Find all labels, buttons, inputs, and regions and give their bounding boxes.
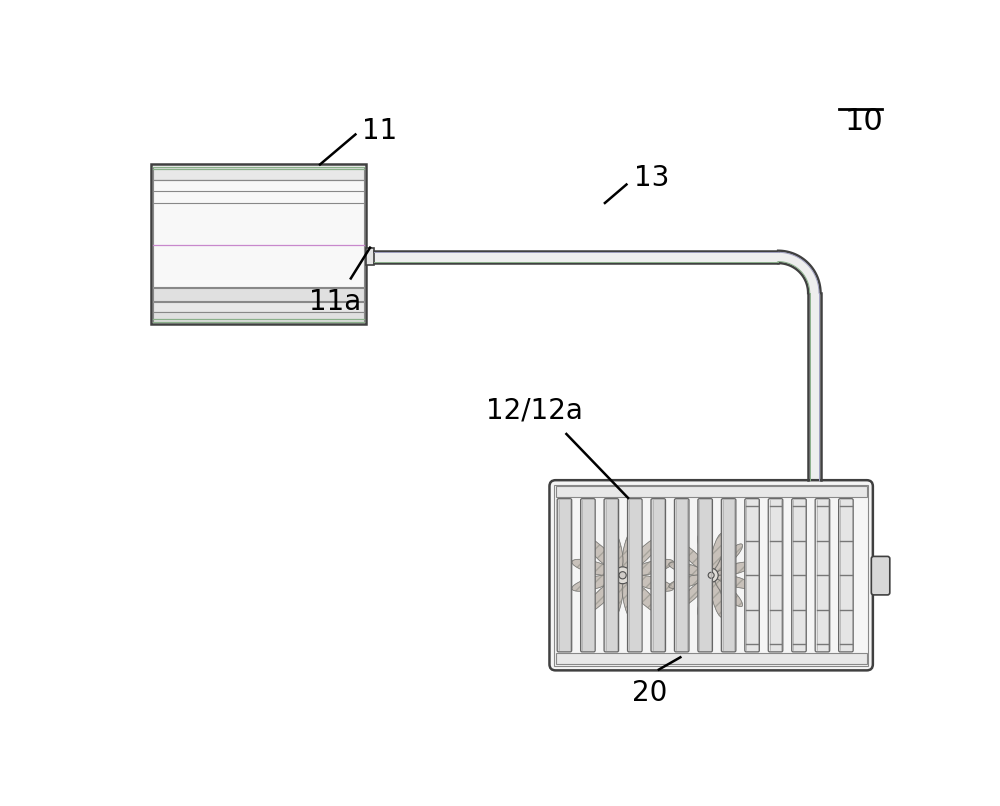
- Text: 20: 20: [632, 679, 667, 707]
- Ellipse shape: [607, 525, 623, 568]
- FancyBboxPatch shape: [768, 499, 783, 652]
- FancyBboxPatch shape: [674, 499, 689, 652]
- Ellipse shape: [715, 544, 743, 571]
- Polygon shape: [778, 251, 820, 293]
- Bar: [153, 289, 364, 301]
- Ellipse shape: [630, 575, 673, 592]
- Bar: [153, 302, 364, 312]
- Circle shape: [704, 568, 718, 582]
- Text: 13: 13: [634, 164, 670, 193]
- FancyBboxPatch shape: [549, 480, 873, 671]
- FancyBboxPatch shape: [871, 556, 890, 595]
- Ellipse shape: [607, 583, 623, 626]
- Ellipse shape: [715, 580, 743, 607]
- Bar: [366, 248, 374, 265]
- Ellipse shape: [627, 538, 660, 571]
- Bar: [556, 654, 867, 664]
- Circle shape: [614, 567, 631, 584]
- FancyBboxPatch shape: [651, 499, 666, 652]
- Ellipse shape: [622, 583, 639, 626]
- Ellipse shape: [680, 544, 707, 571]
- Bar: [153, 180, 364, 287]
- FancyBboxPatch shape: [815, 499, 830, 652]
- Text: 12/12a: 12/12a: [486, 397, 582, 425]
- Ellipse shape: [698, 533, 712, 569]
- Ellipse shape: [572, 559, 615, 575]
- FancyBboxPatch shape: [792, 499, 806, 652]
- Circle shape: [708, 572, 714, 578]
- FancyBboxPatch shape: [698, 499, 712, 652]
- FancyBboxPatch shape: [581, 499, 595, 652]
- FancyBboxPatch shape: [557, 499, 572, 652]
- FancyBboxPatch shape: [721, 499, 736, 652]
- Ellipse shape: [585, 580, 618, 613]
- Ellipse shape: [630, 559, 673, 575]
- Ellipse shape: [717, 562, 754, 575]
- Ellipse shape: [711, 533, 724, 569]
- Ellipse shape: [711, 581, 724, 617]
- Ellipse shape: [698, 581, 712, 617]
- Bar: [153, 167, 364, 180]
- Ellipse shape: [680, 580, 707, 607]
- Ellipse shape: [572, 575, 615, 592]
- Ellipse shape: [669, 575, 705, 588]
- Ellipse shape: [622, 525, 639, 568]
- FancyBboxPatch shape: [628, 499, 642, 652]
- Ellipse shape: [669, 562, 705, 575]
- FancyBboxPatch shape: [839, 499, 853, 652]
- Bar: [556, 486, 867, 497]
- Text: 10: 10: [845, 106, 884, 135]
- Ellipse shape: [627, 580, 660, 613]
- Text: 11: 11: [362, 117, 397, 144]
- FancyBboxPatch shape: [604, 499, 619, 652]
- Circle shape: [619, 571, 626, 579]
- Bar: [153, 312, 364, 322]
- Ellipse shape: [585, 538, 618, 571]
- FancyBboxPatch shape: [745, 499, 759, 652]
- Bar: [554, 484, 868, 666]
- Bar: [151, 164, 366, 324]
- Ellipse shape: [717, 575, 754, 588]
- Text: 11a: 11a: [309, 288, 362, 316]
